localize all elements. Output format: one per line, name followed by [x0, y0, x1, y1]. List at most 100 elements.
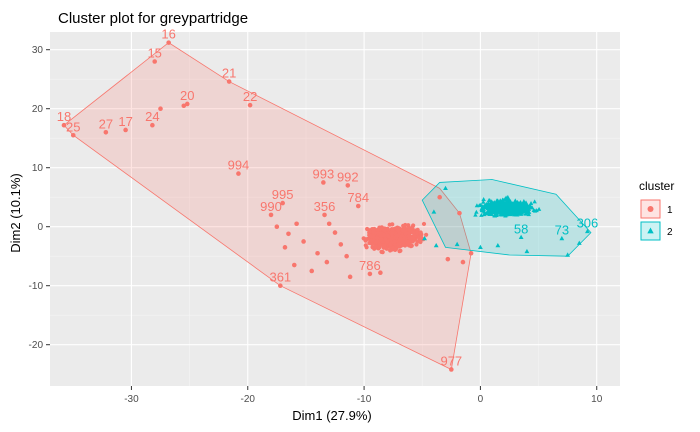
y-tick-label: 10 [32, 163, 44, 174]
cluster-1-point [385, 233, 390, 238]
cluster-1-point [377, 243, 383, 248]
cluster-1-point [181, 103, 187, 109]
cluster-2-point [534, 208, 539, 213]
cluster-1-point [398, 248, 403, 253]
cluster-1-point [424, 232, 429, 237]
cluster-1-point [378, 270, 383, 276]
cluster-2-point [495, 242, 501, 248]
cluster-2-point [483, 211, 488, 216]
cluster-2-point [495, 203, 500, 208]
cluster-1-point [375, 227, 380, 233]
cluster-1-point [419, 235, 424, 240]
cluster-1-point [468, 250, 474, 256]
cluster-2-point [495, 198, 501, 203]
point-label: 361 [269, 270, 291, 285]
point-label: 784 [347, 190, 369, 205]
cluster-1-point [280, 200, 285, 206]
cluster-1-point [410, 230, 415, 235]
cluster-2-point [473, 212, 478, 217]
cluster-1-point [152, 59, 157, 64]
y-tick-label: 0 [37, 222, 43, 233]
y-tick-label: 20 [32, 104, 44, 115]
cluster-1-point [393, 247, 398, 252]
cluster-2-point [532, 199, 537, 204]
cluster-2-point [422, 235, 427, 241]
cluster-2-point [481, 197, 486, 202]
cluster-1-point [410, 239, 415, 244]
cluster-1-point [396, 241, 401, 246]
cluster-1-point [385, 239, 390, 244]
cluster-2-point [487, 204, 493, 209]
cluster-2-point [559, 235, 565, 241]
cluster-2-point [492, 213, 497, 218]
cluster-1-point [61, 122, 67, 128]
cluster-2-point [529, 205, 535, 210]
cluster-2-hull [421, 179, 592, 257]
cluster-2-point [474, 209, 479, 214]
cluster-2-point [507, 205, 512, 210]
point-label: 24 [145, 109, 159, 124]
point-label: 27 [99, 116, 113, 131]
cluster-2-point [481, 199, 486, 204]
cluster-2-point [528, 200, 534, 205]
cluster-1-point [460, 259, 466, 265]
point-label: 16 [161, 27, 175, 42]
cluster-1-point [326, 221, 332, 227]
x-tick-label: -10 [357, 394, 372, 405]
x-axis-ticks: -30 -20 -10 0 10 [124, 386, 603, 405]
cluster-1-point [268, 212, 274, 218]
x-axis-title: Dim1 (27.9%) [292, 408, 371, 423]
cluster-2-point [525, 205, 530, 210]
cluster-1-point [226, 79, 232, 84]
cluster-1-point [410, 225, 415, 230]
cluster-2-point [565, 252, 571, 257]
cluster-2-point [482, 203, 487, 208]
point-label: 992 [337, 169, 359, 184]
cluster-1-point [449, 367, 454, 372]
cluster-2-point [524, 209, 530, 214]
cluster-1-point [70, 132, 76, 138]
x-tick-label: 10 [591, 394, 603, 405]
cluster-2-point [481, 207, 486, 212]
cluster-2-point [498, 208, 503, 213]
cluster-1-point [401, 228, 406, 233]
cluster-1-point [103, 130, 109, 135]
cluster-1-point [409, 243, 414, 248]
y-tick-label: -20 [29, 340, 44, 351]
cluster-1-point [332, 230, 338, 235]
point-label: 18 [57, 109, 71, 124]
cluster-1-point [403, 231, 408, 236]
point-label: 21 [222, 66, 236, 81]
cluster-1-point [368, 238, 374, 243]
y-axis-title: Dim2 (10.1%) [8, 173, 23, 252]
cluster-1-point [347, 274, 353, 280]
cluster-2-point [527, 203, 532, 208]
cluster-1-point [414, 242, 419, 247]
point-label: 15 [147, 46, 161, 61]
cluster-1-point [278, 283, 283, 289]
cluster-1-point [355, 203, 361, 209]
cluster-1-point [282, 245, 288, 250]
legend-label: 1 [667, 205, 673, 216]
legend: cluster 1 2 [639, 179, 674, 241]
cluster-1-point [123, 127, 128, 133]
cluster-1-point [382, 227, 387, 233]
y-tick-label: 30 [32, 45, 44, 56]
cluster-2-point [490, 207, 496, 212]
cluster-1-point [379, 237, 384, 242]
cluster-2-point [536, 206, 542, 211]
cluster-2-point [485, 210, 490, 215]
point-label: 73 [555, 223, 569, 238]
cluster-2-point [514, 209, 520, 214]
cluster-1-point [374, 235, 380, 241]
cluster-2-point [511, 210, 516, 215]
cluster-1-point [338, 242, 344, 247]
cluster-1-point [345, 183, 351, 188]
cluster-1-point [184, 101, 190, 107]
cluster-1-point [294, 221, 299, 227]
legend-marker [647, 227, 654, 234]
point-label: 786 [359, 258, 381, 273]
cluster-2-point [513, 204, 518, 209]
legend-key-1: 1 [640, 199, 673, 219]
